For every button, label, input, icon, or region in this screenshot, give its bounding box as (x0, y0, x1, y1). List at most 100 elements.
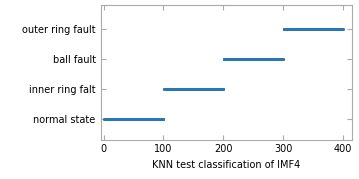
Point (258, 58, 264, 61)
Point (156, 117, 162, 120)
Point (180, 88, 186, 90)
Point (115, 117, 121, 120)
Point (109, 117, 115, 120)
Point (223, 58, 229, 61)
Point (186, 88, 191, 90)
Point (112, 117, 118, 120)
Point (191, 88, 196, 90)
Point (199, 88, 205, 90)
Point (327, 28, 332, 31)
Point (232, 58, 238, 61)
Point (152, 117, 158, 120)
Point (129, 117, 134, 120)
Point (257, 58, 263, 61)
Point (196, 88, 202, 90)
Point (220, 88, 226, 90)
Point (154, 117, 160, 120)
Point (214, 88, 220, 90)
Point (187, 88, 193, 90)
Point (314, 28, 320, 31)
Point (224, 58, 230, 61)
Point (257, 58, 263, 61)
Point (293, 28, 299, 31)
Point (261, 58, 266, 61)
Point (172, 88, 178, 90)
Point (165, 88, 171, 90)
Point (281, 28, 287, 31)
Point (110, 117, 116, 120)
Point (224, 58, 230, 61)
Point (150, 117, 155, 120)
Point (146, 117, 152, 120)
Point (225, 58, 230, 61)
Point (228, 58, 233, 61)
Point (195, 88, 200, 90)
Point (111, 117, 117, 120)
Point (327, 28, 333, 31)
Point (328, 28, 334, 31)
Point (238, 58, 243, 61)
Point (285, 28, 291, 31)
Point (317, 28, 323, 31)
Point (181, 88, 187, 90)
Point (168, 88, 174, 90)
Point (274, 58, 280, 61)
Point (230, 58, 236, 61)
Point (212, 88, 218, 90)
Point (192, 88, 197, 90)
Point (133, 117, 139, 120)
Point (241, 58, 247, 61)
Point (270, 58, 276, 61)
Point (129, 117, 135, 120)
Point (102, 117, 108, 120)
Point (278, 58, 283, 61)
Point (120, 117, 125, 120)
Point (108, 117, 113, 120)
Point (289, 28, 294, 31)
Point (252, 58, 258, 61)
Point (185, 88, 191, 90)
Point (286, 28, 292, 31)
Point (331, 28, 336, 31)
Point (247, 58, 253, 61)
Point (235, 58, 241, 61)
Point (291, 28, 297, 31)
Point (298, 28, 303, 31)
Point (127, 117, 132, 120)
Point (272, 58, 278, 61)
Point (117, 117, 123, 120)
Point (334, 28, 340, 31)
Point (302, 28, 308, 31)
Point (225, 58, 231, 61)
Point (281, 28, 287, 31)
Point (246, 58, 251, 61)
Point (141, 117, 146, 120)
Point (333, 28, 339, 31)
Point (164, 88, 170, 90)
Point (112, 117, 118, 120)
Point (332, 28, 337, 31)
Point (196, 88, 202, 90)
Point (177, 88, 183, 90)
Point (200, 88, 206, 90)
Point (299, 28, 304, 31)
Point (334, 28, 339, 31)
Point (183, 88, 188, 90)
Point (165, 88, 171, 90)
Point (261, 58, 267, 61)
Point (167, 88, 173, 90)
Point (204, 88, 210, 90)
Point (138, 117, 144, 120)
Point (130, 117, 136, 120)
Point (194, 88, 200, 90)
Point (250, 58, 256, 61)
Point (247, 58, 253, 61)
Point (298, 28, 303, 31)
Point (251, 58, 256, 61)
Point (260, 58, 265, 61)
Point (160, 117, 166, 120)
Point (271, 58, 277, 61)
Point (178, 88, 184, 90)
Point (312, 28, 318, 31)
Point (338, 28, 344, 31)
